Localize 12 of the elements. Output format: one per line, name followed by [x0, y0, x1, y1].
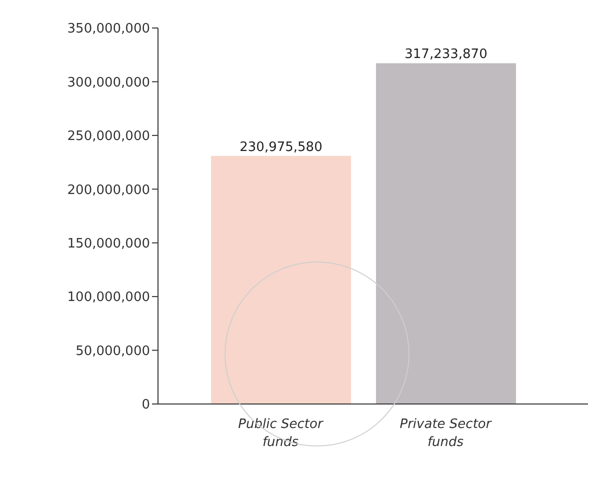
y-tick-label: 50,000,000 — [76, 344, 150, 359]
y-tick-label: 300,000,000 — [67, 75, 150, 90]
data-label: 317,233,870 — [404, 47, 488, 62]
y-tick-label: 150,000,000 — [67, 236, 150, 252]
y-tick-label: 200,000,000 — [67, 182, 150, 198]
x-tick-label: Public Sector funds — [238, 417, 324, 450]
x-tick-label: Private Sector funds — [400, 417, 493, 450]
data-label: 230,975,580 — [240, 140, 322, 155]
y-tick-label: 100,000,000 — [67, 290, 150, 306]
y-tick-label: 350,000,000 — [67, 22, 150, 37]
y-tick-label: 0 — [142, 398, 150, 413]
y-tick-label: 250,000,000 — [67, 129, 150, 144]
